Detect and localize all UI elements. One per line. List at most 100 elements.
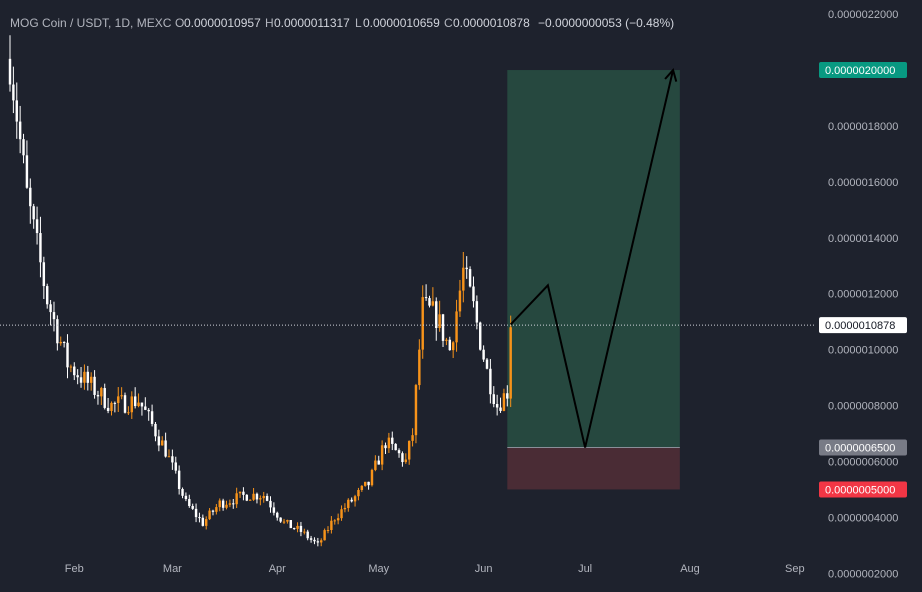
candle [52,301,56,332]
stop-price-badge-bg [819,481,907,498]
entry-price-badge: 0.0000006500 [825,443,895,455]
candle-body [167,456,171,458]
candle-body [79,377,83,383]
candle [245,494,249,502]
candle [208,508,211,521]
candle [221,498,225,511]
candle-body [245,494,249,501]
candle-body [29,187,32,207]
candle [313,537,316,545]
candle [110,401,113,416]
x-tick-label: Sep [785,563,805,575]
candle [292,527,296,530]
candle [421,285,424,359]
candle [133,387,137,409]
candle [12,66,15,114]
y-tick-label: 0.0000014000 [828,233,898,245]
candle-body [201,517,205,526]
candle-body [42,262,46,287]
candle-body [66,342,69,368]
open-label: O [175,16,184,30]
candle-body [421,297,424,350]
candle-body [333,520,336,522]
candle [451,341,455,359]
candle-body [144,406,147,410]
candle [177,465,181,495]
candle [144,397,147,411]
candle [353,494,357,507]
candle [458,279,462,317]
candle [164,432,167,458]
candle-body [221,500,225,508]
candle-body [100,388,103,397]
candle-body [103,388,106,408]
candle [35,206,39,245]
candle-body [164,440,167,457]
candle [445,337,448,346]
candle-body [350,499,353,502]
candle [479,321,482,351]
candle-body [489,368,492,395]
candle [475,295,479,330]
candle [336,513,340,525]
candle-body [465,267,468,270]
candle [374,455,377,472]
candle-body [45,286,49,305]
candle-body [472,286,475,302]
candle-body [292,528,296,530]
candle-body [218,500,221,508]
candle [343,503,347,513]
candle-body [238,491,242,494]
candle-body [418,349,421,386]
candle [265,493,269,502]
candle-body [181,488,184,496]
candle-body [414,385,418,436]
candle-body [113,402,117,404]
x-tick-label: Apr [269,563,286,575]
candle [418,339,421,390]
candle-body [161,440,164,446]
candle-body [259,498,262,500]
y-tick-label: 0.0000016000 [828,177,898,189]
candle [262,491,265,503]
candle-body [198,517,201,519]
candle-body [208,510,211,520]
y-tick-label: 0.0000002000 [828,568,898,580]
candle-body [127,412,130,414]
candle-body [25,155,29,188]
candle-body [336,518,340,521]
candle [248,499,252,501]
candle [347,498,350,512]
candle-body [394,443,397,451]
candle-body [306,531,309,539]
candle-body [133,396,137,407]
candle-body [49,304,52,313]
candle [323,528,326,541]
candle [69,364,73,373]
candle [66,334,69,379]
x-tick-label: Jun [475,563,493,575]
candle [316,537,320,547]
candle [489,358,492,404]
candle-body [462,267,465,291]
candle-body [391,437,394,444]
candle [485,357,489,370]
candle-body [397,450,401,454]
y-tick-label: 0.0000012000 [828,289,898,301]
candle [137,393,140,408]
candle [502,388,506,412]
candle [49,299,52,326]
candle-body [353,496,357,502]
candle-body [377,460,380,465]
candle-body [110,402,113,411]
candle [150,404,154,427]
candle [384,442,387,455]
candle-body [18,121,22,140]
candle [472,276,475,308]
candle-body [154,423,157,437]
candle [391,431,394,451]
candle [232,498,235,509]
candle-body [380,445,384,465]
